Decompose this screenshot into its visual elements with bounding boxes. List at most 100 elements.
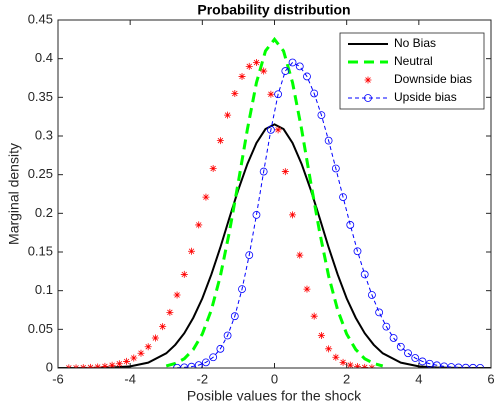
data-point <box>252 59 260 67</box>
x-tick-label: -4 <box>124 371 136 386</box>
data-point <box>317 111 326 120</box>
data-point <box>108 361 116 368</box>
series <box>65 59 376 368</box>
data-point <box>418 357 427 366</box>
y-tick-label: 0 <box>46 359 53 374</box>
data-point <box>187 362 196 368</box>
y-tick-label: 0.15 <box>28 243 53 258</box>
data-point <box>266 125 275 134</box>
y-tick-label: 0.2 <box>35 205 53 220</box>
data-point <box>289 211 297 219</box>
legend-box <box>339 32 485 110</box>
data-point <box>194 361 203 368</box>
data-point <box>375 308 384 317</box>
data-point <box>324 136 333 145</box>
data-point <box>130 354 138 362</box>
data-point <box>267 90 275 98</box>
data-point <box>231 89 239 97</box>
data-point <box>86 363 94 368</box>
data-point <box>202 358 210 367</box>
y-tick-label: 0.25 <box>28 166 53 181</box>
data-point <box>238 72 246 80</box>
data-point <box>332 353 340 361</box>
data-point <box>252 210 261 219</box>
data-point <box>202 193 210 201</box>
data-point <box>310 312 318 320</box>
data-point <box>260 67 268 75</box>
axes-box <box>57 19 492 369</box>
legend: No Bias Neutral Downside bias Upside bias <box>339 32 485 110</box>
data-point <box>346 361 354 368</box>
data-point <box>209 164 217 172</box>
data-point <box>166 308 174 316</box>
data-point <box>360 270 369 279</box>
data-point <box>245 62 253 70</box>
x-tick-label: -6 <box>52 371 64 386</box>
legend-label: Upside bias <box>394 90 457 104</box>
series-line <box>177 61 481 368</box>
series <box>165 36 384 368</box>
data-point <box>115 360 123 368</box>
x-axis-label: Posible values for the shock <box>187 388 362 404</box>
data-point <box>230 312 239 321</box>
legend-marker <box>364 76 372 84</box>
series-line <box>165 36 384 368</box>
x-tick-label: 0 <box>271 371 278 386</box>
data-point <box>224 111 232 119</box>
series <box>58 123 491 368</box>
data-point <box>296 251 304 259</box>
data-point <box>346 221 355 229</box>
data-point <box>281 168 289 176</box>
data-point <box>137 349 145 357</box>
data-point <box>353 363 361 368</box>
data-point <box>274 126 282 134</box>
data-point <box>310 89 319 98</box>
data-point <box>382 322 391 331</box>
data-point <box>259 167 268 176</box>
x-tick-label: 6 <box>487 371 494 386</box>
data-point <box>101 362 109 368</box>
legend-label: Downside bias <box>394 72 472 86</box>
data-point <box>339 193 347 201</box>
data-point <box>353 247 362 256</box>
data-point <box>223 331 232 340</box>
chart-title: Probability distribution <box>197 2 350 18</box>
data-point <box>331 164 340 173</box>
y-tick-label: 0.3 <box>35 127 53 142</box>
x-tick-label: 4 <box>415 371 422 386</box>
data-point <box>303 285 311 293</box>
x-tick-label: -2 <box>197 371 209 386</box>
data-point <box>361 363 369 368</box>
data-point <box>188 247 196 255</box>
data-point <box>288 58 297 67</box>
legend-label: No Bias <box>394 36 436 50</box>
data-point <box>144 343 152 351</box>
data-point <box>151 334 159 342</box>
y-tick-label: 0.1 <box>35 282 53 297</box>
legend-marker <box>364 94 372 102</box>
data-point <box>173 291 181 299</box>
series-line <box>58 123 491 368</box>
data-point <box>159 323 167 331</box>
y-axis-label: Marginal density <box>6 143 22 245</box>
data-point <box>339 358 347 366</box>
data-point <box>281 67 290 75</box>
data-point <box>180 270 188 278</box>
data-point <box>404 349 412 358</box>
y-tick-label: 0.45 <box>28 11 53 26</box>
data-point <box>303 72 311 81</box>
data-point <box>425 359 434 368</box>
data-point <box>123 357 131 365</box>
x-tick-label: 2 <box>343 371 350 386</box>
data-point <box>216 137 224 145</box>
data-point <box>238 285 246 294</box>
y-tick-label: 0.4 <box>35 50 53 65</box>
data-point <box>317 332 325 340</box>
data-point <box>274 90 283 99</box>
y-tick-label: 0.05 <box>28 321 53 336</box>
data-point <box>216 344 225 353</box>
data-point <box>295 62 304 71</box>
y-tick-label: 0.35 <box>28 89 53 104</box>
data-point <box>94 363 102 368</box>
legend-label: Neutral <box>394 54 433 68</box>
